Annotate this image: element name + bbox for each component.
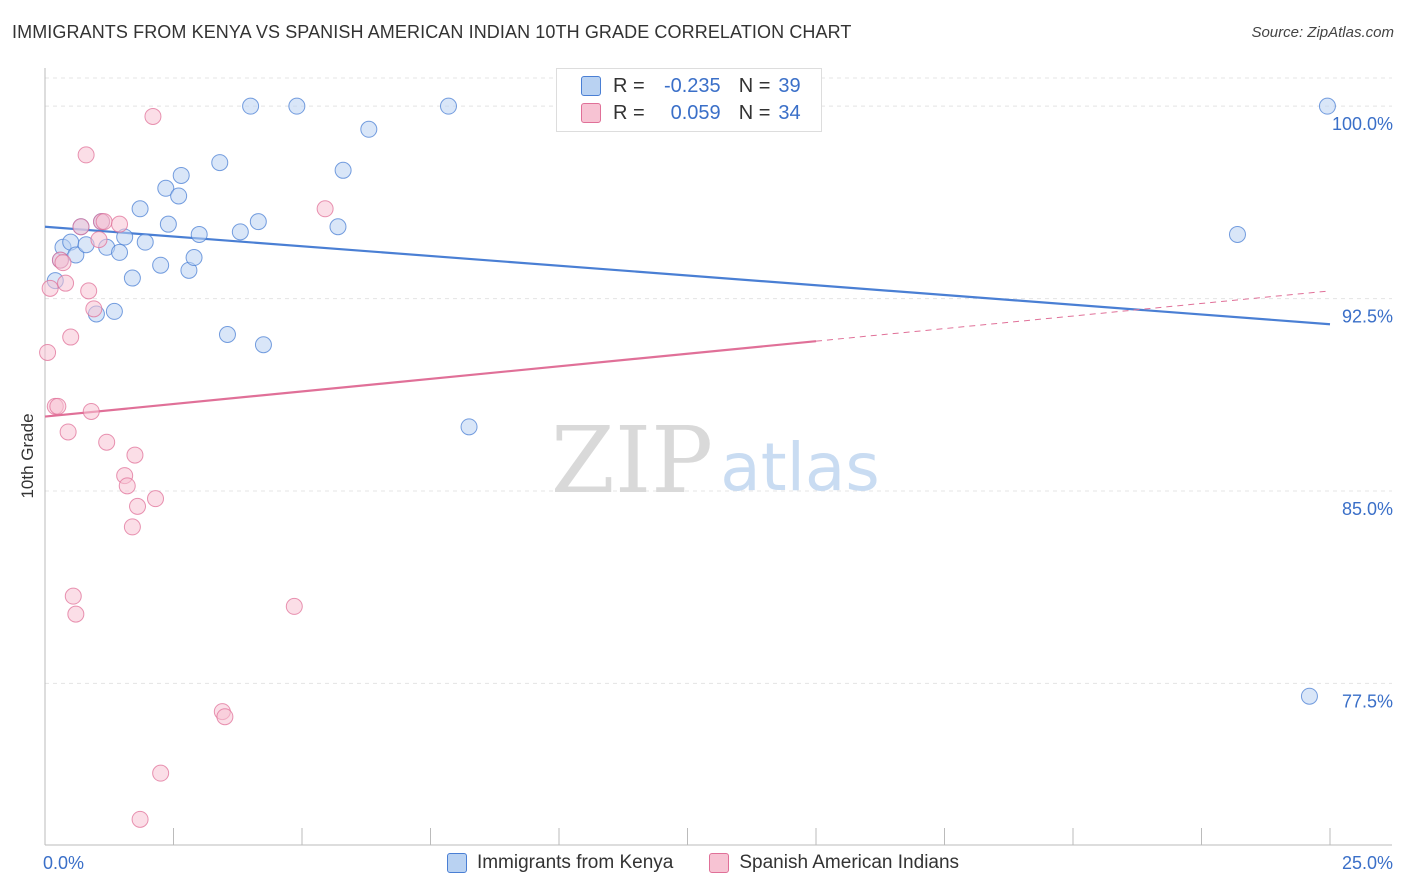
n-value: 34 (778, 101, 801, 124)
x-tick-label: 25.0% (1342, 853, 1393, 873)
r-value: 0.059 (670, 101, 721, 124)
r-label: R = (613, 74, 645, 97)
source-label: Source: ZipAtlas.com (1251, 24, 1394, 41)
point-spanish-american-indians (54, 254, 72, 272)
point-kenya (439, 97, 457, 115)
n-label: N = (738, 101, 771, 124)
point-kenya (460, 418, 478, 436)
point-spanish-american-indians (90, 231, 108, 249)
point-spanish-american-indians (80, 282, 98, 300)
point-spanish-american-indians (41, 279, 59, 297)
trend-lines (44, 225, 1331, 418)
point-kenya (360, 120, 378, 138)
point-spanish-american-indians (77, 146, 95, 164)
y-axis-label: 10th Grade (18, 413, 37, 498)
chart-title: IMMIGRANTS FROM KENYA VS SPANISH AMERICA… (12, 22, 852, 42)
point-spanish-american-indians (95, 213, 113, 231)
point-spanish-american-indians (144, 107, 162, 125)
point-spanish-american-indians (216, 708, 234, 726)
legend-swatch-kenya (581, 76, 601, 96)
point-spanish-american-indians (123, 518, 141, 536)
point-spanish-american-indians (64, 587, 82, 605)
trend-line-kenya (44, 225, 1331, 326)
point-kenya (172, 166, 190, 184)
point-spanish-american-indians (82, 402, 100, 420)
n-label: N = (738, 74, 771, 97)
x-tick-label: 0.0% (43, 853, 84, 873)
data-points (39, 97, 1336, 828)
trend-line-spanish-american-indians (44, 340, 817, 418)
point-spanish-american-indians (147, 490, 165, 508)
point-spanish-american-indians (126, 446, 144, 464)
series-legend: Immigrants from Kenya Spanish American I… (0, 852, 1406, 874)
point-kenya (334, 161, 352, 179)
point-spanish-american-indians (49, 397, 67, 415)
point-kenya (231, 223, 249, 241)
r-value: -0.235 (663, 74, 721, 97)
point-spanish-american-indians (98, 433, 116, 451)
point-spanish-american-indians (67, 605, 85, 623)
point-spanish-american-indians (129, 497, 147, 515)
point-kenya (157, 179, 175, 197)
point-kenya (254, 336, 272, 354)
point-kenya (123, 269, 141, 287)
point-kenya (1300, 687, 1318, 705)
stats-legend: R = -0.235 N = 39 R = 0.059 N = 34 (556, 68, 822, 132)
point-spanish-american-indians (285, 597, 303, 615)
point-spanish-american-indians (316, 200, 334, 218)
point-kenya (1228, 225, 1246, 243)
gridlines (45, 77, 1392, 684)
y-tick-label: 92.5% (1342, 307, 1393, 327)
point-kenya (211, 154, 229, 172)
series-name-spanish-american-indians: Spanish American Indians (739, 852, 960, 873)
y-tick-label: 100.0% (1332, 114, 1393, 134)
point-kenya (1318, 97, 1336, 115)
point-spanish-american-indians (59, 423, 77, 441)
trend-line-spanish-american-indians-extension (815, 290, 1331, 342)
point-spanish-american-indians (62, 328, 80, 346)
point-spanish-american-indians (39, 343, 57, 361)
point-spanish-american-indians (85, 300, 103, 318)
point-spanish-american-indians (72, 218, 90, 236)
point-spanish-american-indians (57, 274, 75, 292)
point-kenya (131, 200, 149, 218)
point-kenya (170, 187, 188, 205)
watermark-zip: ZIP (551, 407, 713, 514)
point-spanish-american-indians (152, 764, 170, 782)
series-legend-item-kenya: Immigrants from Kenya (446, 852, 674, 874)
point-kenya (136, 233, 154, 251)
tick-labels: 100.0% 92.5% 85.0% 77.5% 0.0% 25.0% (43, 114, 1393, 873)
point-kenya (67, 246, 85, 264)
point-kenya (242, 97, 260, 115)
point-kenya (105, 302, 123, 320)
watermark-atlas: atlas (720, 429, 880, 506)
point-kenya (111, 243, 129, 261)
point-kenya (329, 218, 347, 236)
legend-row-kenya: R = -0.235 N = 39 (581, 73, 801, 99)
axes (44, 68, 1392, 846)
r-label: R = (613, 101, 645, 124)
point-kenya (159, 215, 177, 233)
series-legend-item-spanish-american-indians: Spanish American Indians (709, 852, 959, 874)
n-value: 39 (778, 74, 801, 97)
point-kenya (249, 213, 267, 231)
point-kenya (190, 225, 208, 243)
series-name-kenya: Immigrants from Kenya (476, 852, 674, 873)
point-kenya (185, 249, 203, 267)
y-tick-label: 77.5% (1342, 691, 1393, 711)
y-tick-label: 85.0% (1342, 499, 1393, 519)
legend-row-spanish-american-indians: R = 0.059 N = 34 (581, 100, 801, 126)
point-spanish-american-indians (118, 477, 136, 495)
point-kenya (218, 325, 236, 343)
point-kenya (152, 256, 170, 274)
point-spanish-american-indians (131, 810, 149, 828)
legend-swatch-spanish-american-indians (581, 103, 601, 123)
point-kenya (288, 97, 306, 115)
point-spanish-american-indians (111, 215, 129, 233)
series-swatch-kenya (446, 853, 467, 873)
series-swatch-spanish-american-indians (709, 853, 730, 873)
